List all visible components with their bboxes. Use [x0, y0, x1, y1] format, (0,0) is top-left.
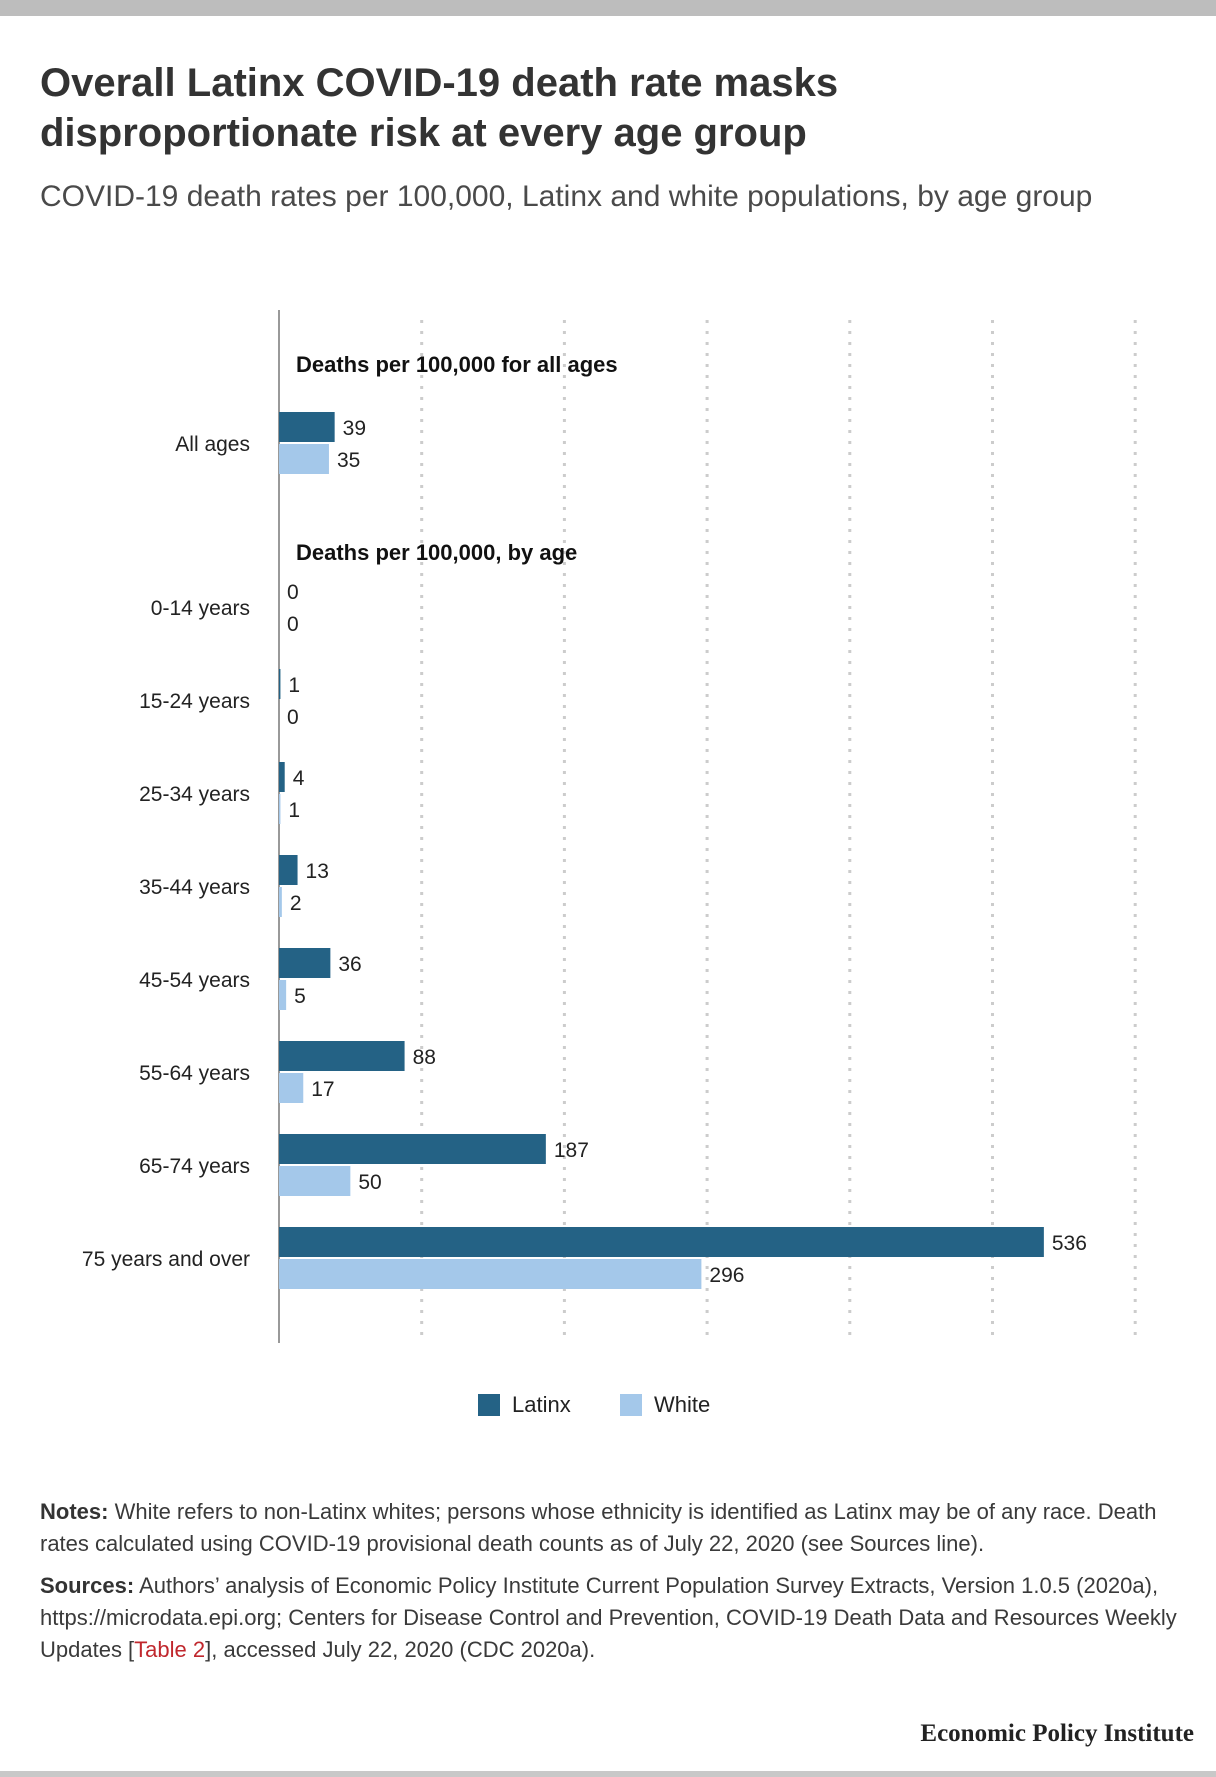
notes-text: White refers to non-Latinx whites; perso…: [40, 1499, 1157, 1556]
bar-white: [279, 1166, 351, 1196]
bar-latinx: [279, 855, 298, 885]
notes-label: Notes:: [40, 1499, 109, 1524]
bars: [279, 412, 1044, 1289]
category-label: 75 years and over: [82, 1248, 250, 1271]
legend: Latinx White: [478, 1392, 710, 1417]
category-label: 55-64 years: [139, 1062, 250, 1085]
data-label-latinx: 88: [413, 1046, 436, 1069]
labels: Deaths per 100,000 for all ages Deaths pe…: [82, 352, 1087, 1287]
bar-white: [279, 444, 329, 474]
sources-label: Sources:: [40, 1573, 135, 1598]
sources-text-before: Authors’ analysis of Economic Policy Ins…: [40, 1573, 1177, 1662]
legend-label-white: White: [654, 1392, 710, 1417]
legend-swatch-latinx: [478, 1394, 500, 1416]
category-label: 65-74 years: [139, 1155, 250, 1178]
bar-white: [279, 1259, 702, 1289]
bar-latinx: [279, 762, 285, 792]
bar-chart: Deaths per 100,000 for all ages Deaths pe…: [82, 310, 1137, 1417]
bar-latinx: [279, 1041, 405, 1071]
bar-latinx: [279, 1227, 1044, 1257]
category-label: 25-34 years: [139, 783, 250, 806]
category-label: 0-14 years: [151, 597, 250, 620]
category-label: 15-24 years: [139, 690, 250, 713]
data-label-white: 1: [288, 799, 300, 822]
data-label-latinx: 187: [554, 1139, 589, 1162]
table-2-link[interactable]: Table 2: [134, 1637, 206, 1662]
chart-title: Overall Latinx COVID-19 death rate masks…: [40, 61, 839, 155]
data-label-white: 50: [358, 1171, 381, 1194]
legend-swatch-white: [620, 1394, 642, 1416]
bar-latinx: [279, 669, 281, 699]
sources-paragraph: Sources: Authors’ analysis of Economic P…: [40, 1570, 1180, 1666]
data-label-latinx: 1: [288, 674, 300, 697]
top-border: [0, 0, 1216, 16]
data-label-white: 2: [290, 892, 302, 915]
category-label: All ages: [175, 433, 250, 456]
bottom-border: [0, 1771, 1216, 1777]
data-label-white: 5: [294, 985, 306, 1008]
data-label-white: 35: [337, 449, 360, 472]
category-label: 35-44 years: [139, 876, 250, 899]
bar-white: [279, 1073, 304, 1103]
bar-latinx: [279, 412, 335, 442]
bar-white: [279, 887, 282, 917]
legend-label-latinx: Latinx: [512, 1392, 571, 1417]
data-label-latinx: 4: [293, 767, 305, 790]
chart-subtitle: COVID-19 death rates per 100,000, Latinx…: [40, 180, 1093, 213]
bar-white: [279, 794, 281, 824]
data-label-latinx: 36: [338, 953, 361, 976]
data-label-white: 0: [287, 706, 299, 729]
data-label-latinx: 536: [1052, 1232, 1087, 1255]
data-label-latinx: 0: [287, 581, 299, 604]
bar-white: [279, 980, 287, 1010]
notes-paragraph: Notes: White refers to non-Latinx whites…: [40, 1496, 1180, 1560]
data-label-latinx: 39: [343, 417, 366, 440]
data-label-white: 296: [709, 1264, 744, 1287]
category-label: 45-54 years: [139, 969, 250, 992]
section-heading: Deaths per 100,000 for all ages: [296, 352, 618, 377]
data-label-white: 0: [287, 613, 299, 636]
grid-lines: [278, 310, 1137, 1343]
notes-block: Notes: White refers to non-Latinx whites…: [40, 1496, 1180, 1676]
data-label-latinx: 13: [306, 860, 329, 883]
epi-logo: Economic Policy Institute: [920, 1720, 1194, 1747]
bar-latinx: [279, 948, 331, 978]
sources-text-after: ], accessed July 22, 2020 (CDC 2020a).: [205, 1637, 596, 1662]
data-label-white: 17: [311, 1078, 334, 1101]
section-heading: Deaths per 100,000, by age: [296, 540, 577, 565]
bar-latinx: [279, 1134, 546, 1164]
